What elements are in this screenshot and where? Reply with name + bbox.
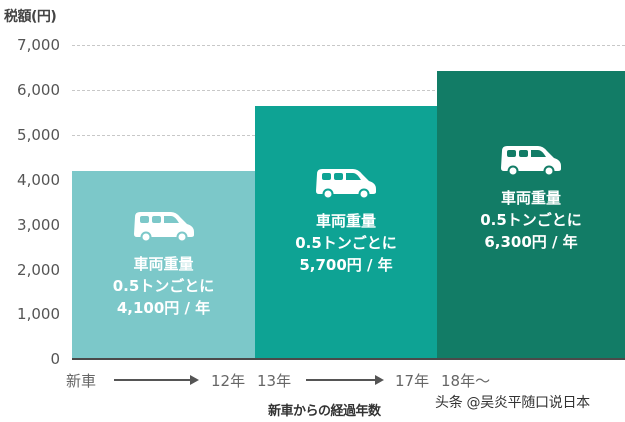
y-tick-1000: 1,000 [17,305,60,323]
bar-label-line3: 5,700円 / 年 [299,256,393,274]
gridline-6000 [72,90,625,91]
x-axis-title: 新車からの経過年数 [268,404,381,419]
y-axis-title: 税額(円) [4,9,57,25]
bar-label-line1: 車両重量 [500,189,561,207]
y-tick-2000: 2,000 [17,261,60,279]
bar-label-line1: 車両重量 [133,255,194,273]
x-axis-baseline [72,358,625,360]
y-tick-0: 0 [50,350,60,368]
bar-label-line3: 6,300円 / 年 [484,233,578,251]
bar-label-line2: 0.5トンごとに [112,277,215,295]
y-tick-7000: 7,000 [17,36,60,54]
arrow-icon [114,375,199,385]
x-label-new-car: 新車 [66,372,97,390]
car-icon [501,146,561,177]
y-tick-4000: 4,000 [17,171,60,189]
bar-label-line3: 4,100円 / 年 [116,299,211,317]
y-tick-5000: 5,000 [17,126,60,144]
bar-label-line1: 車両重量 [315,212,376,230]
x-label-12-years: 12年 [211,372,246,390]
bar-label-line2: 0.5トンごとに [295,234,397,252]
gridline-7000 [72,45,625,46]
arrow-icon [306,375,384,385]
bar-label-line2: 0.5トンごとに [480,211,582,229]
y-tick-6000: 6,000 [17,81,60,99]
car-icon [316,169,376,200]
bar-new-to-12-years: 車両重量 0.5トンごとに 4,100円 / 年 [72,171,255,359]
y-tick-3000: 3,000 [17,216,60,234]
watermark: 头条 @吴炎平随口说日本 [435,395,590,411]
bar-13-to-17-years: 車両重量 0.5トンごとに 5,700円 / 年 [255,106,437,359]
bar-18-years-plus: 車両重量 0.5トンごとに 6,300円 / 年 [437,71,625,359]
car-icon [133,212,194,243]
x-label-13-years: 13年 [257,372,292,390]
x-label-18-years-plus: 18年〜 [441,372,491,390]
x-label-17-years: 17年 [395,372,430,390]
